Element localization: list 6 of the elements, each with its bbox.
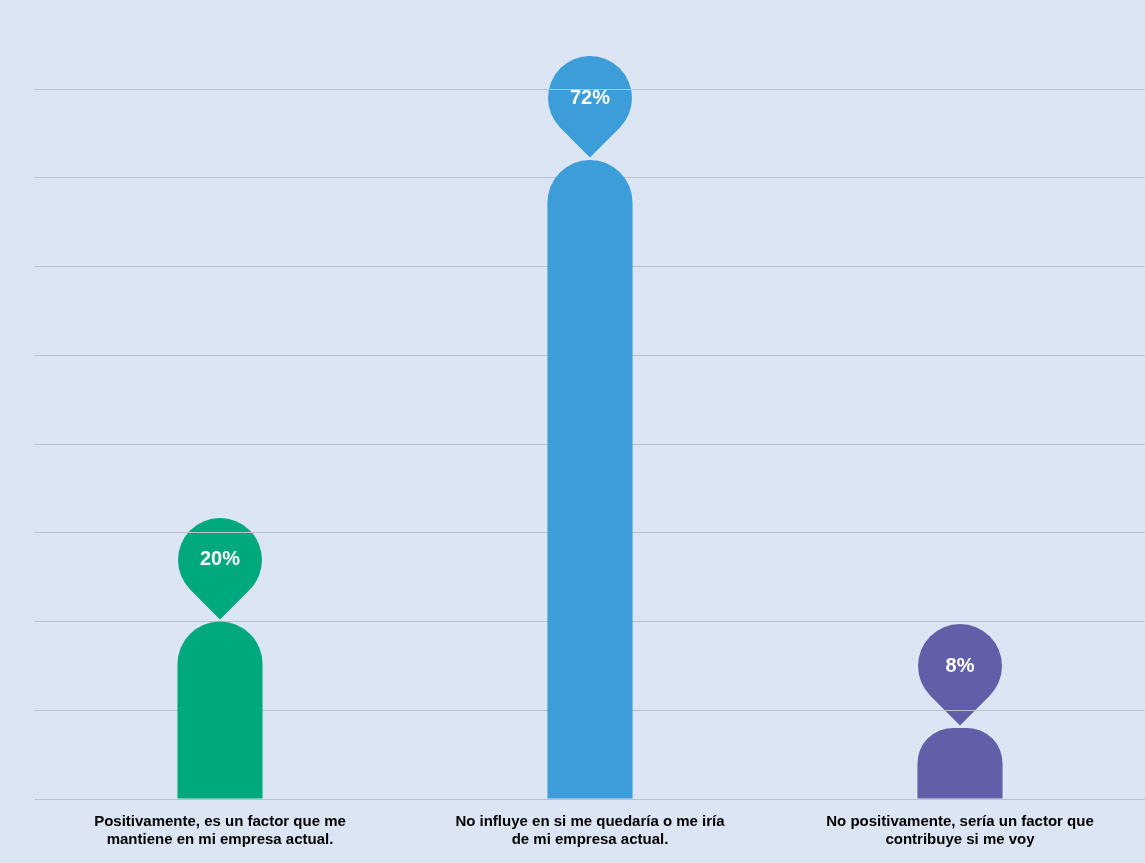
x-tick-label: No positivamente, sería un factor que contribuye si me voy [826, 812, 1094, 848]
data-label: 72% [569, 85, 611, 108]
data-label: 20% [199, 547, 241, 570]
x-tick-label: Positivamente, es un factor que me mantiene en mi empresa actual. [94, 812, 346, 848]
data-label: 8% [945, 653, 975, 676]
x-tick-label: No influye en si me quedaría o me iría de mi empresa actual. [455, 812, 726, 848]
